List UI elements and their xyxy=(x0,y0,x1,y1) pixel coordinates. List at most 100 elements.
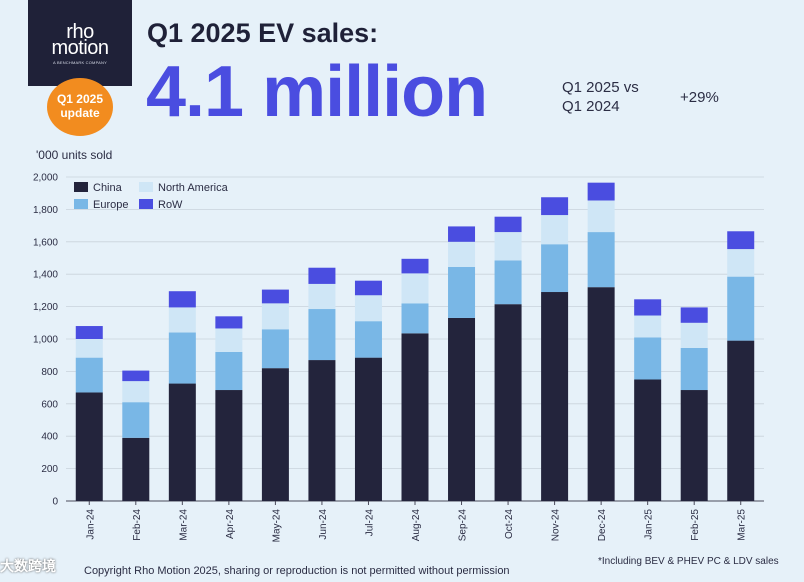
legend-label: Europe xyxy=(93,199,128,211)
legend-swatch xyxy=(139,199,153,209)
bar-row xyxy=(401,258,429,274)
bar-north-america xyxy=(680,322,708,348)
bar-europe xyxy=(215,351,243,391)
bar-europe xyxy=(587,232,615,288)
logo-word-rho: rho xyxy=(66,21,94,43)
bar-china xyxy=(122,437,150,501)
x-tick-label: Jun-24 xyxy=(318,509,329,540)
bar-north-america xyxy=(727,249,755,277)
badge-line-1: Q1 2025 xyxy=(56,92,104,106)
bar-china xyxy=(727,340,755,501)
bar-china xyxy=(494,304,522,501)
watermark: 大数跨境 xyxy=(0,558,56,574)
bar-europe xyxy=(308,309,336,361)
x-tick-label: Oct-24 xyxy=(504,509,515,539)
legend-label: China xyxy=(93,182,123,194)
bar-row xyxy=(168,291,196,308)
bar-china xyxy=(634,379,662,501)
bar-north-america xyxy=(168,307,196,333)
x-tick-label: Aug-24 xyxy=(411,509,422,542)
bar-europe xyxy=(494,260,522,305)
x-tick-label: Mar-25 xyxy=(737,509,748,541)
bar-row xyxy=(448,226,476,242)
bar-europe xyxy=(541,244,569,293)
growth-value: +29% xyxy=(680,89,719,106)
x-tick-label: Mar-24 xyxy=(178,509,189,541)
bar-north-america xyxy=(587,200,615,233)
comparison-line-1: Q1 2025 vs xyxy=(562,79,639,96)
y-tick-label: 1,600 xyxy=(33,237,58,248)
x-tick-label: Feb-24 xyxy=(132,509,143,541)
x-tick-label: Apr-24 xyxy=(225,509,236,539)
x-tick-label: Nov-24 xyxy=(551,509,562,542)
x-tick-label: May-24 xyxy=(271,509,282,543)
bar-row xyxy=(727,231,755,250)
bar-north-america xyxy=(261,303,289,330)
bar-europe xyxy=(727,276,755,341)
y-tick-label: 400 xyxy=(41,432,58,443)
bar-europe xyxy=(75,357,103,393)
bar-row xyxy=(261,289,289,304)
bar-europe xyxy=(122,402,150,438)
y-axis-label: '000 units sold xyxy=(36,148,113,162)
legend-swatch xyxy=(74,199,88,209)
bar-row xyxy=(680,307,708,323)
bar-north-america xyxy=(308,283,336,310)
bar-europe xyxy=(168,332,196,384)
rho-motion-logo: rho motion A BENCHMARK COMPANY xyxy=(28,0,132,86)
y-tick-label: 200 xyxy=(41,464,58,475)
y-tick-label: 1,400 xyxy=(33,270,58,281)
headline-total: 4.1 million xyxy=(146,52,488,132)
bar-china xyxy=(680,390,708,501)
x-tick-label: Jan-24 xyxy=(85,509,96,540)
y-tick-label: 600 xyxy=(41,399,58,410)
bar-north-america xyxy=(401,273,429,304)
page-title: Q1 2025 EV sales: xyxy=(147,18,379,48)
bar-row xyxy=(308,267,336,284)
bar-europe xyxy=(634,337,662,380)
bar-north-america xyxy=(354,295,382,322)
bar-china xyxy=(308,360,336,501)
bar-china xyxy=(401,333,429,501)
bar-china xyxy=(75,392,103,501)
comparison-line-2: Q1 2024 xyxy=(562,98,620,115)
bar-china xyxy=(587,287,615,501)
bar-north-america xyxy=(541,215,569,245)
bar-north-america xyxy=(634,315,662,338)
bar-row xyxy=(587,182,615,201)
bar-row xyxy=(215,316,243,329)
badge-line-2: update xyxy=(60,106,100,120)
bar-europe xyxy=(680,347,708,391)
legend-swatch xyxy=(74,182,88,192)
y-tick-label: 1,200 xyxy=(33,302,58,313)
bar-row xyxy=(634,299,662,316)
x-tick-label: Sep-24 xyxy=(458,509,469,542)
logo-word-motion: motion xyxy=(51,37,109,59)
bar-north-america xyxy=(448,241,476,267)
bar-china xyxy=(541,292,569,501)
bar-europe xyxy=(401,303,429,334)
y-tick-label: 2,000 xyxy=(33,173,58,184)
y-tick-label: 1,000 xyxy=(33,335,58,346)
legend-label: RoW xyxy=(158,199,183,211)
bar-row xyxy=(494,216,522,233)
bar-china xyxy=(168,383,196,501)
x-tick-label: Feb-25 xyxy=(690,509,701,541)
bar-china xyxy=(354,357,382,501)
bar-row xyxy=(354,280,382,296)
bar-china xyxy=(215,390,243,501)
legend-label: North America xyxy=(158,182,229,194)
bar-row xyxy=(122,370,150,382)
bar-row xyxy=(75,326,103,339)
bar-europe xyxy=(261,329,289,369)
y-tick-label: 800 xyxy=(41,367,58,378)
bar-north-america xyxy=(215,328,243,352)
legend-swatch xyxy=(139,182,153,192)
q1-update-badge: Q1 2025 update xyxy=(47,78,113,136)
x-tick-label: Jul-24 xyxy=(364,509,375,537)
bar-row xyxy=(541,197,569,216)
copyright-notice: Copyright Rho Motion 2025, sharing or re… xyxy=(84,565,510,577)
y-tick-label: 0 xyxy=(52,497,58,508)
